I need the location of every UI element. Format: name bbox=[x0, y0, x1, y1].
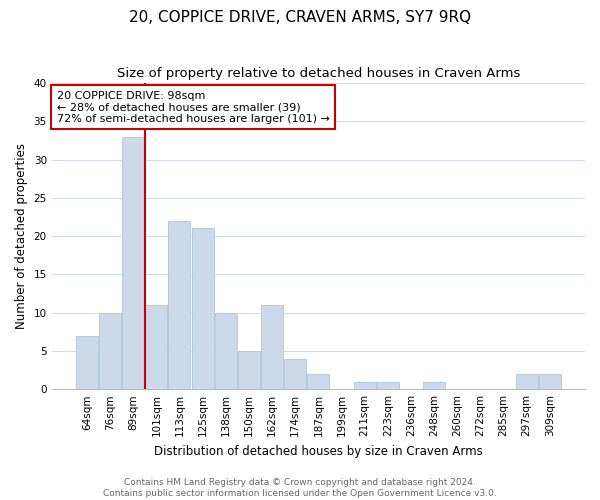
Bar bbox=[238, 351, 260, 389]
Bar bbox=[377, 382, 399, 389]
Bar bbox=[423, 382, 445, 389]
Bar bbox=[515, 374, 538, 389]
Bar bbox=[99, 312, 121, 389]
Bar bbox=[307, 374, 329, 389]
Title: Size of property relative to detached houses in Craven Arms: Size of property relative to detached ho… bbox=[116, 68, 520, 80]
Bar bbox=[122, 136, 144, 389]
Bar bbox=[284, 358, 306, 389]
Bar bbox=[261, 305, 283, 389]
Text: 20 COPPICE DRIVE: 98sqm
← 28% of detached houses are smaller (39)
72% of semi-de: 20 COPPICE DRIVE: 98sqm ← 28% of detache… bbox=[57, 90, 330, 124]
Bar bbox=[215, 312, 237, 389]
X-axis label: Distribution of detached houses by size in Craven Arms: Distribution of detached houses by size … bbox=[154, 444, 483, 458]
Bar bbox=[169, 221, 190, 389]
Bar bbox=[539, 374, 561, 389]
Text: Contains HM Land Registry data © Crown copyright and database right 2024.
Contai: Contains HM Land Registry data © Crown c… bbox=[103, 478, 497, 498]
Bar bbox=[191, 228, 214, 389]
Text: 20, COPPICE DRIVE, CRAVEN ARMS, SY7 9RQ: 20, COPPICE DRIVE, CRAVEN ARMS, SY7 9RQ bbox=[129, 10, 471, 25]
Y-axis label: Number of detached properties: Number of detached properties bbox=[15, 143, 28, 329]
Bar bbox=[353, 382, 376, 389]
Bar bbox=[76, 336, 98, 389]
Bar bbox=[145, 305, 167, 389]
